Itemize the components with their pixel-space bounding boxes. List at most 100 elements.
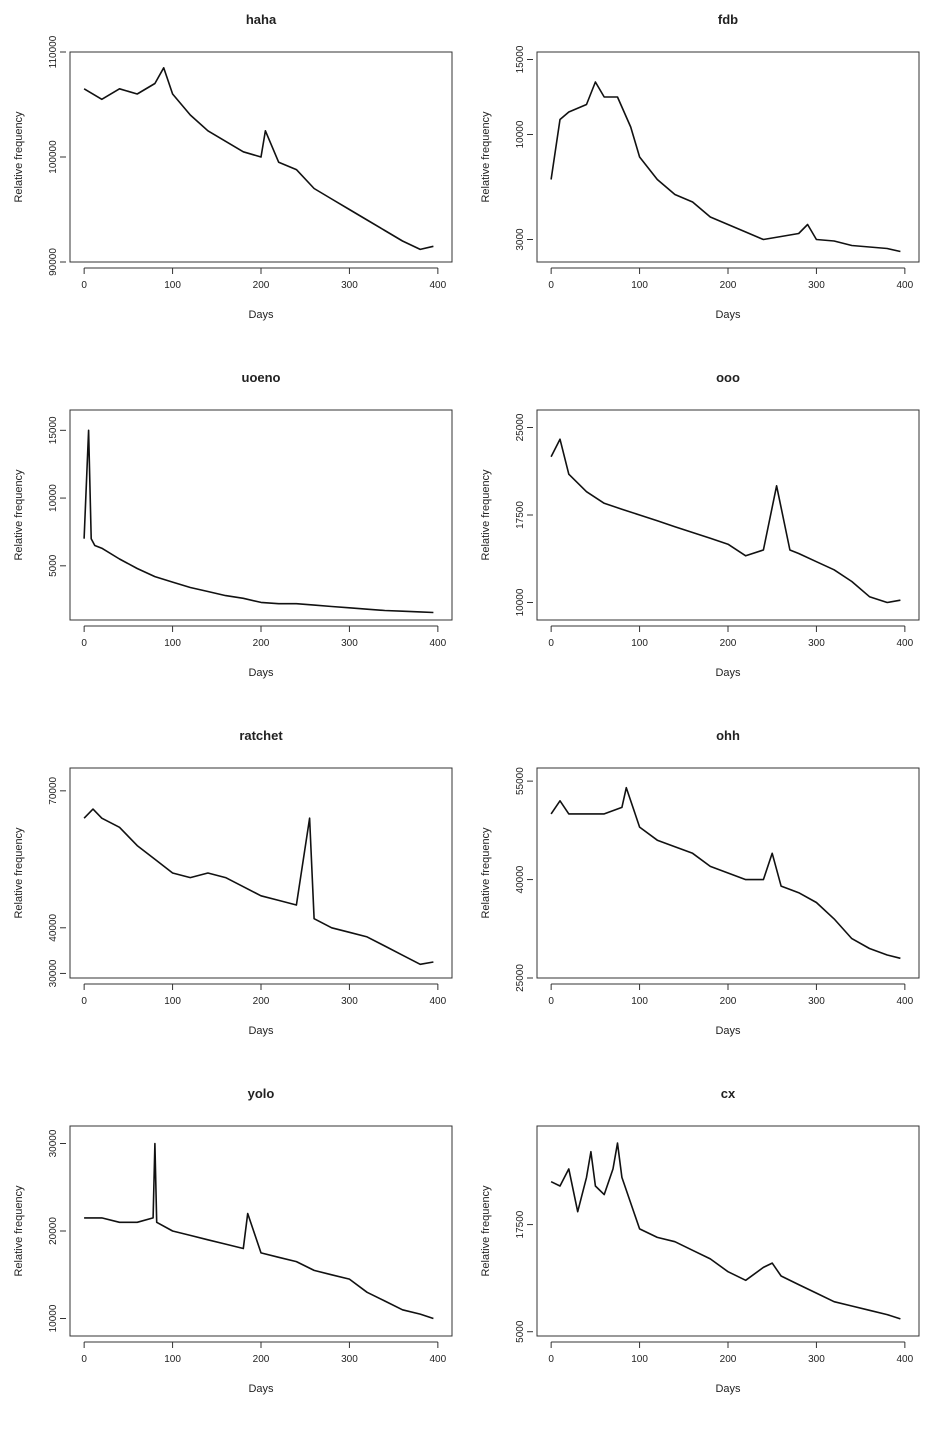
y-axis-label: Relative frequency xyxy=(13,469,25,561)
x-tick-label: 300 xyxy=(341,1354,358,1365)
x-tick-label: 200 xyxy=(253,996,270,1007)
plot-frame xyxy=(69,409,453,621)
y-tick-label: 3000 xyxy=(515,228,526,251)
series-line xyxy=(550,438,901,604)
x-tick-label: 400 xyxy=(430,638,447,649)
x-tick-label: 300 xyxy=(341,638,358,649)
y-axis-label: Relative frequency xyxy=(13,1185,25,1277)
x-axis-label: Days xyxy=(715,309,741,321)
y-tick-label: 10000 xyxy=(515,120,526,148)
plot-frame xyxy=(536,51,920,263)
x-tick-label: 300 xyxy=(808,996,825,1007)
series-line xyxy=(550,81,901,253)
x-tick-label: 400 xyxy=(897,996,914,1007)
y-axis-label: Relative frequency xyxy=(480,1185,492,1277)
chart-panel-cx: cx 0 100 200 300 400 5000 17500 Days Relative fre… xyxy=(467,1074,934,1432)
plot-frame xyxy=(536,767,920,979)
y-axis-label: Relative frequency xyxy=(13,827,25,919)
x-axis-label: Days xyxy=(248,1383,274,1395)
x-tick-label: 0 xyxy=(548,1354,554,1365)
chart-title: ooo xyxy=(716,370,740,385)
y-tick-label: 30000 xyxy=(48,959,59,987)
chart-title: cx xyxy=(721,1086,736,1101)
y-tick-label: 20000 xyxy=(48,1217,59,1245)
x-tick-label: 100 xyxy=(631,1354,648,1365)
y-tick-label: 30000 xyxy=(48,1129,59,1157)
x-tick-label: 200 xyxy=(720,280,737,291)
y-tick-label: 55000 xyxy=(515,767,526,795)
x-tick-label: 200 xyxy=(253,1354,270,1365)
x-tick-label: 100 xyxy=(164,1354,181,1365)
x-tick-label: 100 xyxy=(631,996,648,1007)
y-axis-label: Relative frequency xyxy=(480,111,492,203)
x-tick-label: 100 xyxy=(164,280,181,291)
x-axis-label: Days xyxy=(715,667,741,679)
series-line xyxy=(83,808,434,966)
x-axis-label: Days xyxy=(715,1025,741,1037)
chart-svg: ratchet 0 100 200 300 400 30000 40000 70000 Days R… xyxy=(13,728,453,1037)
y-tick-label: 5000 xyxy=(515,1320,526,1343)
x-tick-label: 100 xyxy=(164,996,181,1007)
chart-panel-uoeno: uoeno 0 100 200 300 400 5000 10000 15000 Days Rela… xyxy=(0,358,467,716)
x-tick-label: 200 xyxy=(720,996,737,1007)
chart-title: fdb xyxy=(718,12,738,27)
chart-svg: ooo 0 100 200 300 400 10000 17500 25000 Days Relat… xyxy=(480,370,920,679)
chart-title: ohh xyxy=(716,728,740,743)
x-tick-label: 400 xyxy=(897,638,914,649)
chart-panel-ooo: ooo 0 100 200 300 400 10000 17500 25000 Days Relat… xyxy=(467,358,934,716)
chart-title: ratchet xyxy=(239,728,283,743)
plot-frame xyxy=(536,409,920,621)
x-tick-label: 0 xyxy=(81,638,87,649)
chart-svg: fdb 0 100 200 300 400 3000 10000 15000 Days Relati… xyxy=(480,12,920,321)
x-tick-label: 0 xyxy=(548,996,554,1007)
x-tick-label: 300 xyxy=(808,1354,825,1365)
chart-title: yolo xyxy=(248,1086,275,1101)
y-tick-label: 100000 xyxy=(48,140,59,174)
y-tick-label: 70000 xyxy=(48,776,59,804)
x-tick-label: 200 xyxy=(253,280,270,291)
x-axis-label: Days xyxy=(248,309,274,321)
x-tick-label: 400 xyxy=(897,280,914,291)
y-tick-label: 5000 xyxy=(48,554,59,577)
chart-svg: cx 0 100 200 300 400 5000 17500 Days Relative fre… xyxy=(480,1086,920,1395)
plot-frame xyxy=(69,767,453,979)
y-tick-label: 15000 xyxy=(48,416,59,444)
y-axis-label: Relative frequency xyxy=(480,469,492,561)
x-tick-label: 100 xyxy=(164,638,181,649)
y-tick-label: 10000 xyxy=(515,588,526,616)
x-tick-label: 300 xyxy=(341,280,358,291)
x-tick-label: 0 xyxy=(81,996,87,1007)
y-axis-label: Relative frequency xyxy=(13,111,25,203)
y-tick-label: 10000 xyxy=(48,484,59,512)
series-line xyxy=(83,67,434,251)
chart-panel-yolo: yolo 0 100 200 300 400 10000 20000 30000 Days Rela… xyxy=(0,1074,467,1432)
series-line xyxy=(84,1142,434,1320)
y-tick-label: 90000 xyxy=(48,248,59,276)
x-tick-label: 300 xyxy=(808,638,825,649)
y-tick-label: 25000 xyxy=(515,964,526,992)
y-tick-label: 10000 xyxy=(48,1304,59,1332)
series-line xyxy=(550,786,901,960)
plot-frame xyxy=(69,51,453,263)
x-axis-label: Days xyxy=(248,667,274,679)
y-tick-label: 110000 xyxy=(48,35,59,68)
x-tick-label: 300 xyxy=(341,996,358,1007)
x-tick-label: 0 xyxy=(548,280,554,291)
chart-svg: yolo 0 100 200 300 400 10000 20000 30000 Days Rela… xyxy=(13,1086,453,1395)
x-tick-label: 0 xyxy=(548,638,554,649)
x-tick-label: 200 xyxy=(253,638,270,649)
chart-panel-fdb: fdb 0 100 200 300 400 3000 10000 15000 Days Relati… xyxy=(467,0,934,358)
x-axis-label: Days xyxy=(248,1025,274,1037)
x-tick-label: 200 xyxy=(720,1354,737,1365)
y-tick-label: 40000 xyxy=(48,913,59,941)
chart-panel-ratchet: ratchet 0 100 200 300 400 30000 40000 70000 Days R… xyxy=(0,716,467,1074)
chart-svg: uoeno 0 100 200 300 400 5000 10000 15000 Days Rela… xyxy=(13,370,453,679)
x-tick-label: 400 xyxy=(430,280,447,291)
series-line xyxy=(550,1142,901,1320)
plot-frame xyxy=(536,1125,920,1337)
chart-title: uoeno xyxy=(242,370,281,385)
y-tick-label: 40000 xyxy=(515,865,526,893)
y-tick-label: 15000 xyxy=(515,45,526,73)
x-tick-label: 300 xyxy=(808,280,825,291)
